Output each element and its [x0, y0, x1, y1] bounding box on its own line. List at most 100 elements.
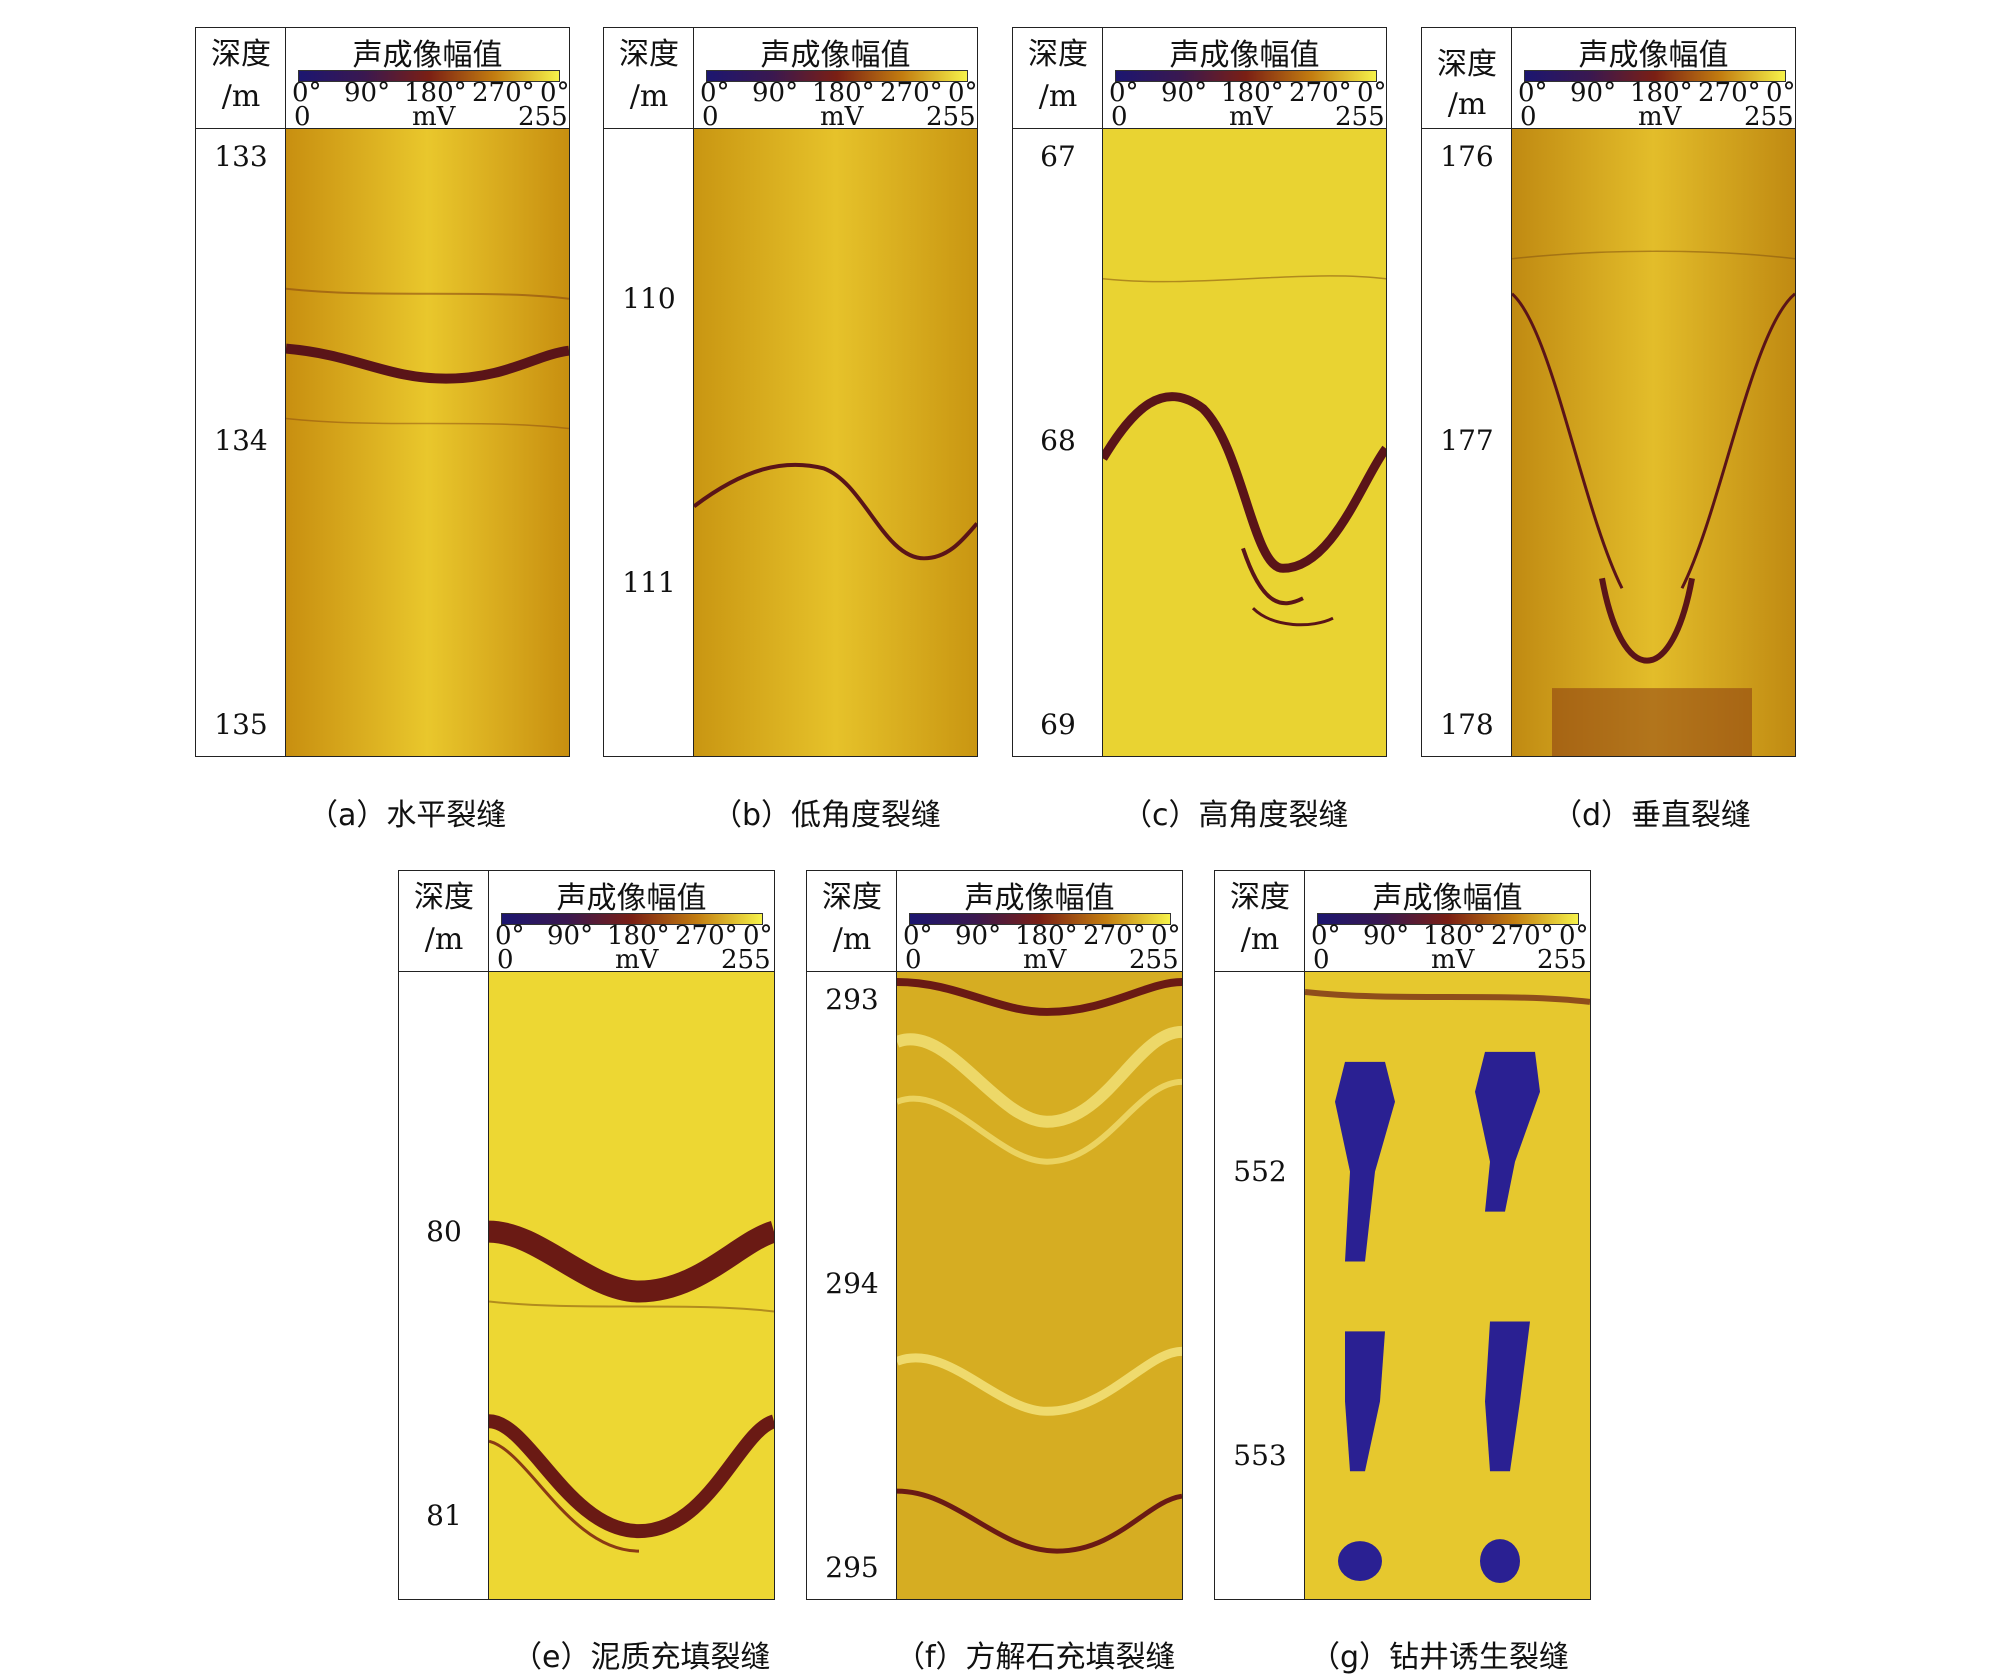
panel-frame: 深度 /m 声成像幅值 0° 90° 180° 270° 0° 0 mV 255 [1421, 27, 1796, 757]
acoustic-image [1103, 129, 1386, 756]
header-divider [1013, 128, 1386, 129]
panel-e: 深度 /m 声成像幅值 0° 90° 180° 270° 0° 0 mV 255 [398, 870, 775, 1600]
acoustic-image-track [489, 972, 774, 1599]
depth-tick: 552 [1233, 1155, 1287, 1188]
angle-ticks: 0° 90° 180° 270° 0° [1311, 921, 1591, 951]
depth-tick: 134 [214, 424, 268, 457]
angle-tick: 270° [1491, 921, 1554, 951]
colorbar [706, 70, 968, 82]
angle-ticks: 0° 90° 180° 270° 0° [495, 921, 775, 951]
mv-max: 255 [1129, 945, 1179, 975]
depth-tick: 133 [214, 140, 268, 173]
caption-d: （d）垂直裂缝 [1552, 798, 1752, 833]
panel-frame: 深度 /m 声成像幅值 0° 90° 180° 270° 0° 0 mV 255 [398, 870, 775, 1600]
depth-tick: 81 [426, 1499, 462, 1532]
angle-ticks: 0° 90° 180° 270° 0° [700, 78, 980, 108]
angle-tick: 180° [1423, 921, 1486, 951]
acoustic-image-track [694, 129, 977, 756]
depth-header-label: 深度 [1230, 880, 1290, 915]
depth-header-unit: /m [424, 922, 464, 957]
panel-d: 深度 /m 声成像幅值 0° 90° 180° 270° 0° 0 mV 255 [1421, 27, 1796, 757]
angle-tick: 0° [948, 78, 978, 108]
depth-header-unit: /m [629, 79, 669, 114]
mv-min: 0 [497, 945, 514, 975]
angle-tick: 270° [1083, 921, 1146, 951]
angle-tick: 90° [955, 921, 1002, 951]
mv-max: 255 [721, 945, 771, 975]
acoustic-image [1512, 129, 1795, 756]
mv-max: 255 [1744, 102, 1794, 132]
track-title: 声成像幅值 [1372, 881, 1523, 916]
colorbar [501, 913, 763, 925]
panel-b: 深度 /m 声成像幅值 0° 90° 180° 270° 0° 0 mV 255 [603, 27, 978, 757]
acoustic-image-track [1305, 972, 1590, 1599]
mv-unit: mV [820, 102, 864, 132]
depth-header-label: 深度 [822, 880, 882, 915]
angle-tick: 270° [880, 78, 943, 108]
acoustic-image-track [897, 972, 1182, 1599]
depth-tick: 176 [1440, 140, 1494, 173]
acoustic-image-track [286, 129, 569, 756]
angle-tick: 0° [700, 78, 730, 108]
header-divider [399, 971, 774, 972]
header-divider [1422, 128, 1795, 129]
angle-tick: 0° [1357, 78, 1387, 108]
angle-tick: 270° [472, 78, 535, 108]
angle-ticks: 0° 90° 180° 270° 0° [1109, 78, 1389, 108]
mv-scale: 0 mV 255 [292, 102, 572, 132]
acoustic-image [1305, 972, 1590, 1599]
depth-header-label: 深度 [1437, 47, 1497, 82]
acoustic-image [897, 972, 1182, 1599]
depth-header-label: 深度 [414, 880, 474, 915]
acoustic-image [286, 129, 569, 756]
panel-frame: 深度 /m 声成像幅值 0° 90° 180° 270° 0° 0 mV 255 [1214, 870, 1591, 1600]
mv-unit: mV [1229, 102, 1273, 132]
depth-tick: 67 [1040, 140, 1076, 173]
mv-min: 0 [1313, 945, 1330, 975]
caption-g: （g）钻井诱生裂缝 [1310, 1640, 1570, 1675]
mv-min: 0 [702, 102, 719, 132]
panel-frame: 深度 /m 声成像幅值 0° 90° 180° 270° 0° 0 mV 255 [603, 27, 978, 757]
angle-tick: 0° [1109, 78, 1139, 108]
depth-column [196, 28, 286, 756]
depth-header-label: 深度 [211, 37, 271, 72]
depth-tick: 110 [622, 282, 676, 315]
track-title: 声成像幅值 [964, 881, 1115, 916]
depth-column [604, 28, 694, 756]
angle-tick: 270° [1698, 78, 1761, 108]
acoustic-image-track [1103, 129, 1386, 756]
caption-b: （b）低角度裂缝 [712, 798, 942, 833]
colorbar [1115, 70, 1377, 82]
panel-g: 深度 /m 声成像幅值 0° 90° 180° 270° 0° 0 mV 255 [1214, 870, 1591, 1600]
mv-unit: mV [1638, 102, 1682, 132]
panel-frame: 深度 /m 声成像幅值 0° 90° 180° 270° 0° 0 mV 255 [806, 870, 1183, 1600]
depth-header-unit: /m [832, 922, 872, 957]
mv-scale: 0 mV 255 [903, 945, 1183, 975]
mv-max: 255 [1335, 102, 1385, 132]
depth-tick: 69 [1040, 708, 1076, 741]
angle-tick: 180° [607, 921, 670, 951]
depth-tick: 178 [1440, 708, 1494, 741]
acoustic-image [694, 129, 977, 756]
angle-tick: 0° [495, 921, 525, 951]
mv-scale: 0 mV 255 [495, 945, 775, 975]
colorbar [909, 913, 1171, 925]
mv-max: 255 [926, 102, 976, 132]
angle-tick: 0° [292, 78, 322, 108]
depth-column [399, 871, 489, 1599]
acoustic-image [489, 972, 774, 1599]
depth-column [1422, 28, 1512, 756]
angle-tick: 0° [1559, 921, 1589, 951]
depth-tick: 135 [214, 708, 268, 741]
mv-min: 0 [294, 102, 311, 132]
angle-tick: 0° [903, 921, 933, 951]
mv-min: 0 [905, 945, 922, 975]
caption-c: （c）高角度裂缝 [1122, 798, 1349, 833]
mv-max: 255 [1537, 945, 1587, 975]
angle-tick: 90° [1161, 78, 1208, 108]
mv-unit: mV [1023, 945, 1067, 975]
depth-tick: 294 [825, 1267, 879, 1300]
panel-frame: 深度 /m 声成像幅值 0° 90° 180° 270° 0° 0 mV 255 [1012, 27, 1387, 757]
mv-max: 255 [518, 102, 568, 132]
panel-f: 深度 /m 声成像幅值 0° 90° 180° 270° 0° 0 mV 255 [806, 870, 1183, 1600]
